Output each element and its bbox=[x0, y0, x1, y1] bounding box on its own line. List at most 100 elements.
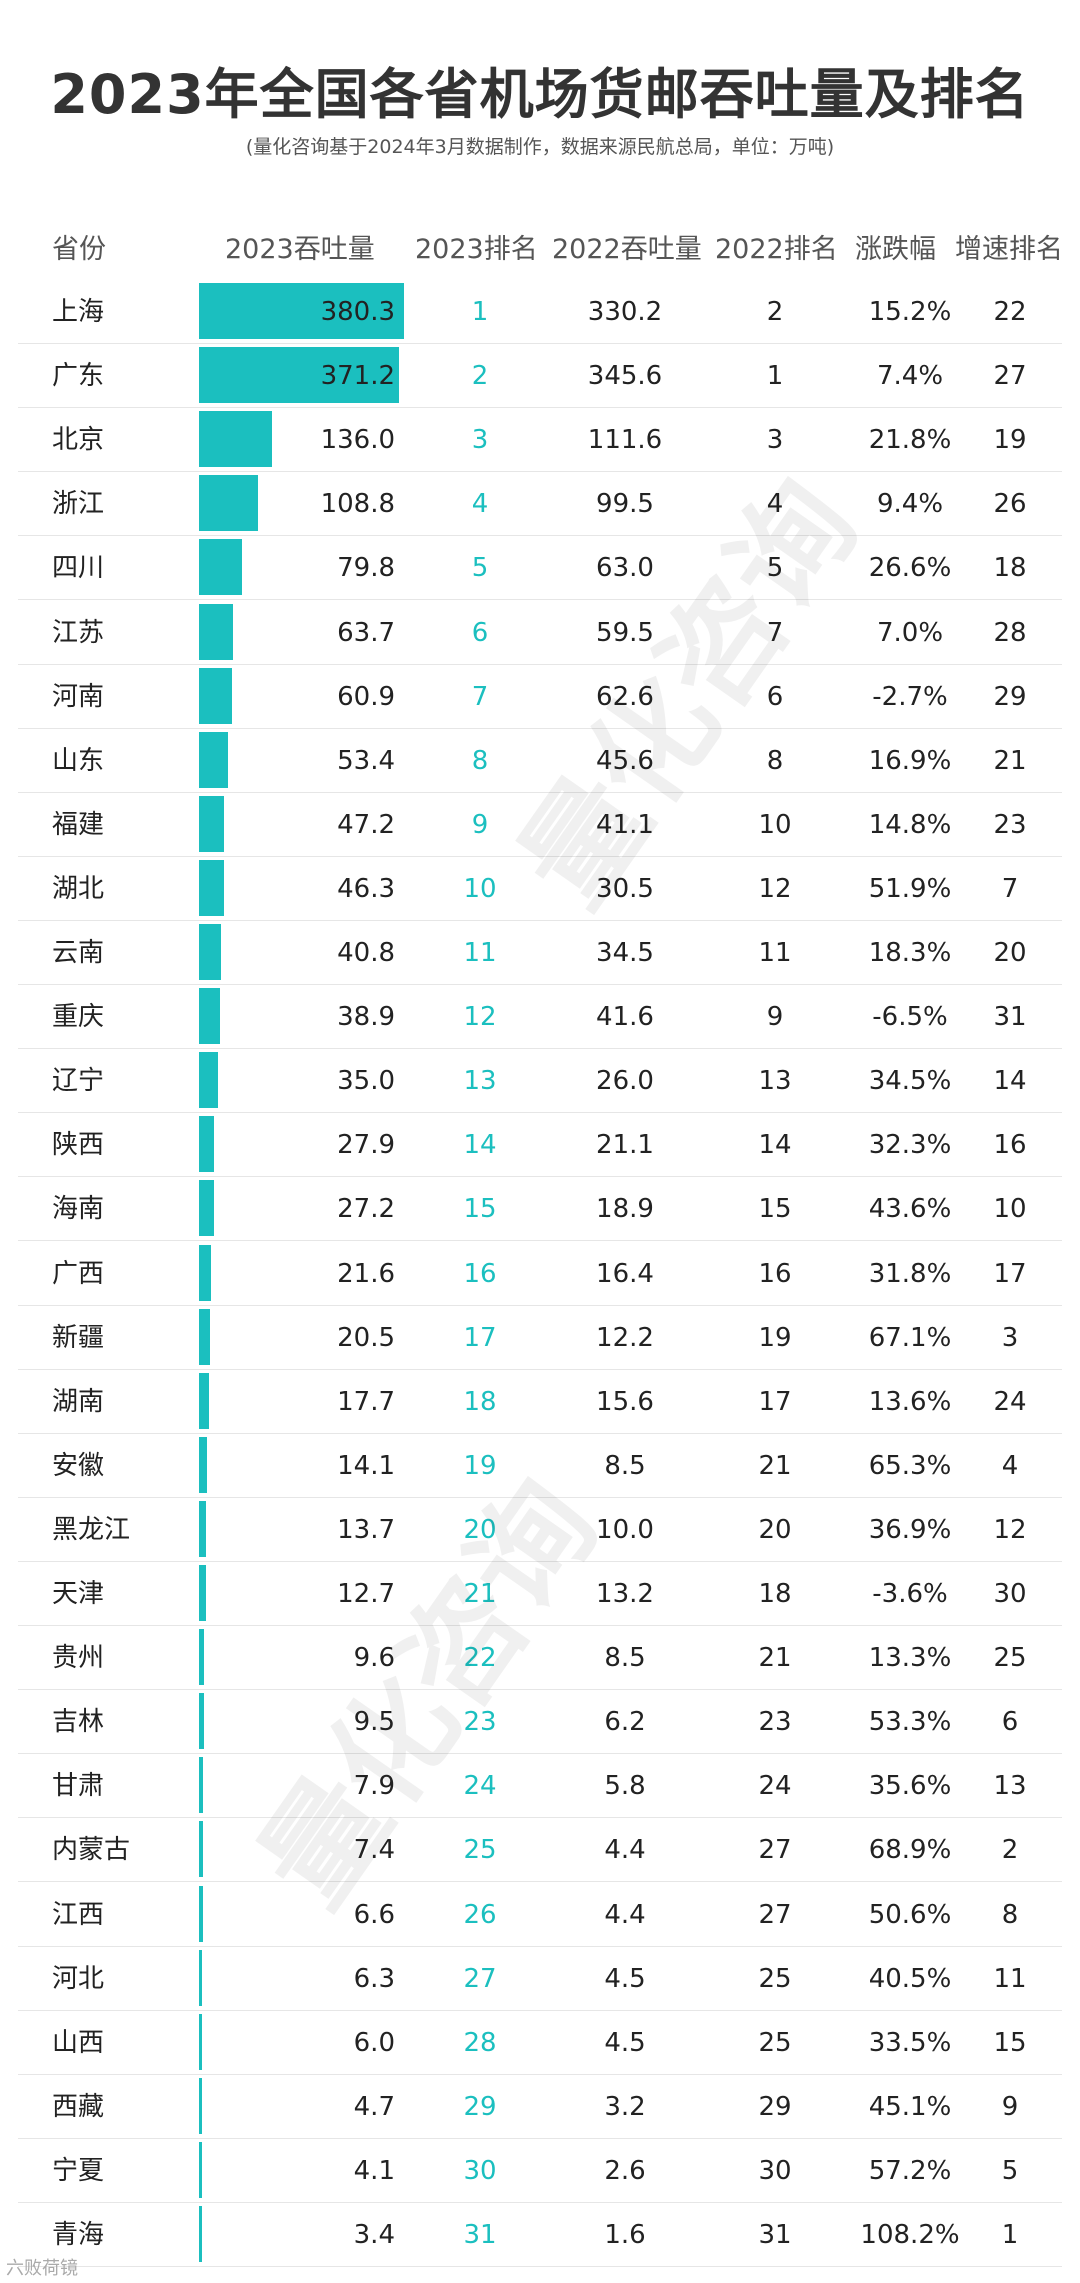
rank-2023-cell: 23 bbox=[463, 1707, 497, 1738]
change-cell: 53.3% bbox=[868, 1707, 952, 1738]
province-cell: 山西 bbox=[52, 2027, 105, 2058]
volume-2022-cell: 12.2 bbox=[596, 1322, 654, 1353]
volume-2022-cell: 1.6 bbox=[604, 2220, 646, 2250]
bar bbox=[199, 1052, 218, 1109]
bar bbox=[199, 1821, 203, 1878]
volume-2023-cell: 9.6 bbox=[353, 1643, 395, 1674]
rank-2023-cell: 7 bbox=[471, 681, 489, 712]
volume-2023-cell: 20.5 bbox=[337, 1322, 395, 1353]
bar bbox=[199, 1244, 211, 1301]
table-row: 重庆 38.9 12 41.6 9 -6.5% 31 bbox=[0, 985, 1080, 1050]
row-divider bbox=[18, 984, 1062, 986]
volume-2022-cell: 5.8 bbox=[604, 1771, 646, 1802]
rank-2023-cell: 27 bbox=[463, 1963, 497, 1994]
rank-2023-cell: 16 bbox=[463, 1258, 497, 1289]
row-divider bbox=[18, 1368, 1062, 1370]
growth-rank-cell: 5 bbox=[1001, 2155, 1019, 2186]
volume-2023-cell: 35.0 bbox=[337, 1066, 395, 1097]
header-2023-rank: 2023排名 bbox=[415, 234, 538, 265]
volume-2022-cell: 8.5 bbox=[604, 1450, 646, 1481]
growth-rank-cell: 2 bbox=[1001, 1835, 1019, 1866]
bar bbox=[199, 1436, 207, 1493]
volume-2022-cell: 4.4 bbox=[604, 1835, 646, 1866]
volume-2022-cell: 3.2 bbox=[604, 2091, 646, 2122]
province-cell: 湖南 bbox=[52, 1386, 105, 1417]
bar bbox=[199, 1757, 204, 1814]
table-row: 甘肃 7.9 24 5.8 24 35.6% 13 bbox=[0, 1754, 1080, 1819]
volume-2022-cell: 59.5 bbox=[596, 617, 654, 648]
table-row: 四川 79.8 5 63.0 5 26.6% 18 bbox=[0, 536, 1080, 601]
rank-2022-cell: 7 bbox=[766, 617, 784, 648]
rank-2023-cell: 24 bbox=[463, 1771, 497, 1802]
chart-subtitle: (量化咨询基于2024年3月数据制作，数据来源民航总局，单位：万吨) bbox=[245, 136, 835, 158]
change-cell: 15.2% bbox=[868, 297, 952, 327]
volume-2023-cell: 4.1 bbox=[353, 2155, 395, 2186]
bar bbox=[199, 603, 234, 660]
rank-2023-cell: 15 bbox=[463, 1194, 497, 1225]
change-cell: 43.6% bbox=[868, 1194, 952, 1225]
row-divider bbox=[18, 1496, 1062, 1498]
growth-rank-cell: 19 bbox=[993, 425, 1027, 456]
volume-2022-cell: 45.6 bbox=[596, 745, 654, 776]
growth-rank-cell: 11 bbox=[993, 1963, 1027, 1994]
change-cell: 26.6% bbox=[868, 553, 952, 584]
volume-2023-cell: 380.3 bbox=[320, 297, 395, 327]
rank-2023-cell: 14 bbox=[463, 1130, 497, 1161]
table-row: 山西 6.0 28 4.5 25 33.5% 15 bbox=[0, 2011, 1080, 2075]
table-row: 宁夏 4.1 30 2.6 30 57.2% 5 bbox=[0, 2139, 1080, 2203]
volume-2023-cell: 60.9 bbox=[337, 681, 395, 712]
volume-2023-cell: 108.8 bbox=[320, 489, 395, 520]
province-cell: 浙江 bbox=[52, 489, 105, 520]
change-cell: 36.9% bbox=[868, 1514, 952, 1545]
rank-2022-cell: 9 bbox=[766, 1002, 784, 1033]
province-cell: 安徽 bbox=[52, 1450, 105, 1481]
rank-2022-cell: 25 bbox=[758, 2027, 792, 2058]
bar bbox=[199, 2206, 202, 2263]
change-cell: -2.7% bbox=[872, 681, 948, 712]
rank-2023-cell: 10 bbox=[463, 873, 497, 904]
province-cell: 天津 bbox=[52, 1579, 105, 1609]
volume-2022-cell: 34.5 bbox=[596, 938, 654, 968]
table-row: 云南 40.8 11 34.5 11 18.3% 20 bbox=[0, 921, 1080, 986]
header-2023-volume: 2023吞吐量 bbox=[225, 234, 375, 265]
rank-2023-cell: 18 bbox=[463, 1386, 497, 1417]
rank-2022-cell: 14 bbox=[758, 1130, 792, 1161]
rank-2022-cell: 5 bbox=[766, 553, 784, 584]
change-cell: 14.8% bbox=[868, 809, 952, 840]
volume-2022-cell: 18.9 bbox=[596, 1194, 654, 1225]
bar bbox=[199, 1500, 207, 1557]
volume-2023-cell: 38.9 bbox=[337, 1002, 395, 1033]
volume-2022-cell: 330.2 bbox=[587, 297, 663, 327]
header-change: 涨跌幅 bbox=[855, 234, 936, 265]
row-divider bbox=[18, 343, 1062, 345]
rank-2022-cell: 1 bbox=[766, 361, 784, 392]
row-divider bbox=[18, 2009, 1062, 2011]
volume-2022-cell: 99.5 bbox=[596, 489, 654, 520]
province-cell: 江西 bbox=[52, 1899, 105, 1930]
row-divider bbox=[18, 1945, 1062, 1947]
growth-rank-cell: 17 bbox=[993, 1258, 1027, 1289]
growth-rank-cell: 14 bbox=[993, 1066, 1027, 1097]
bar bbox=[199, 411, 273, 468]
change-cell: 57.2% bbox=[868, 2155, 952, 2186]
row-divider bbox=[18, 535, 1062, 537]
growth-rank-cell: 23 bbox=[993, 809, 1027, 840]
table-row: 广东 371.2 2 345.6 1 7.4% 27 bbox=[0, 344, 1080, 409]
change-cell: 68.9% bbox=[868, 1835, 952, 1866]
volume-2023-cell: 53.4 bbox=[337, 745, 395, 776]
rank-2022-cell: 11 bbox=[758, 938, 792, 968]
rank-2023-cell: 9 bbox=[471, 809, 489, 840]
bar bbox=[199, 1116, 215, 1173]
growth-rank-cell: 24 bbox=[993, 1386, 1027, 1417]
rank-2022-cell: 10 bbox=[758, 809, 792, 840]
volume-2023-cell: 27.9 bbox=[337, 1130, 395, 1161]
row-divider bbox=[18, 1048, 1062, 1050]
volume-2023-cell: 63.7 bbox=[337, 617, 395, 648]
rank-2022-cell: 18 bbox=[758, 1579, 792, 1609]
volume-2022-cell: 4.5 bbox=[604, 2027, 646, 2058]
table-row: 上海 380.3 1 330.2 2 15.2% 22 bbox=[0, 280, 1080, 345]
chart-title: 2023年全国各省机场货邮吞吐量及排名 bbox=[50, 63, 1030, 126]
bar bbox=[199, 2141, 202, 2198]
bar bbox=[199, 1180, 214, 1237]
volume-2023-cell: 7.4 bbox=[353, 1835, 395, 1866]
